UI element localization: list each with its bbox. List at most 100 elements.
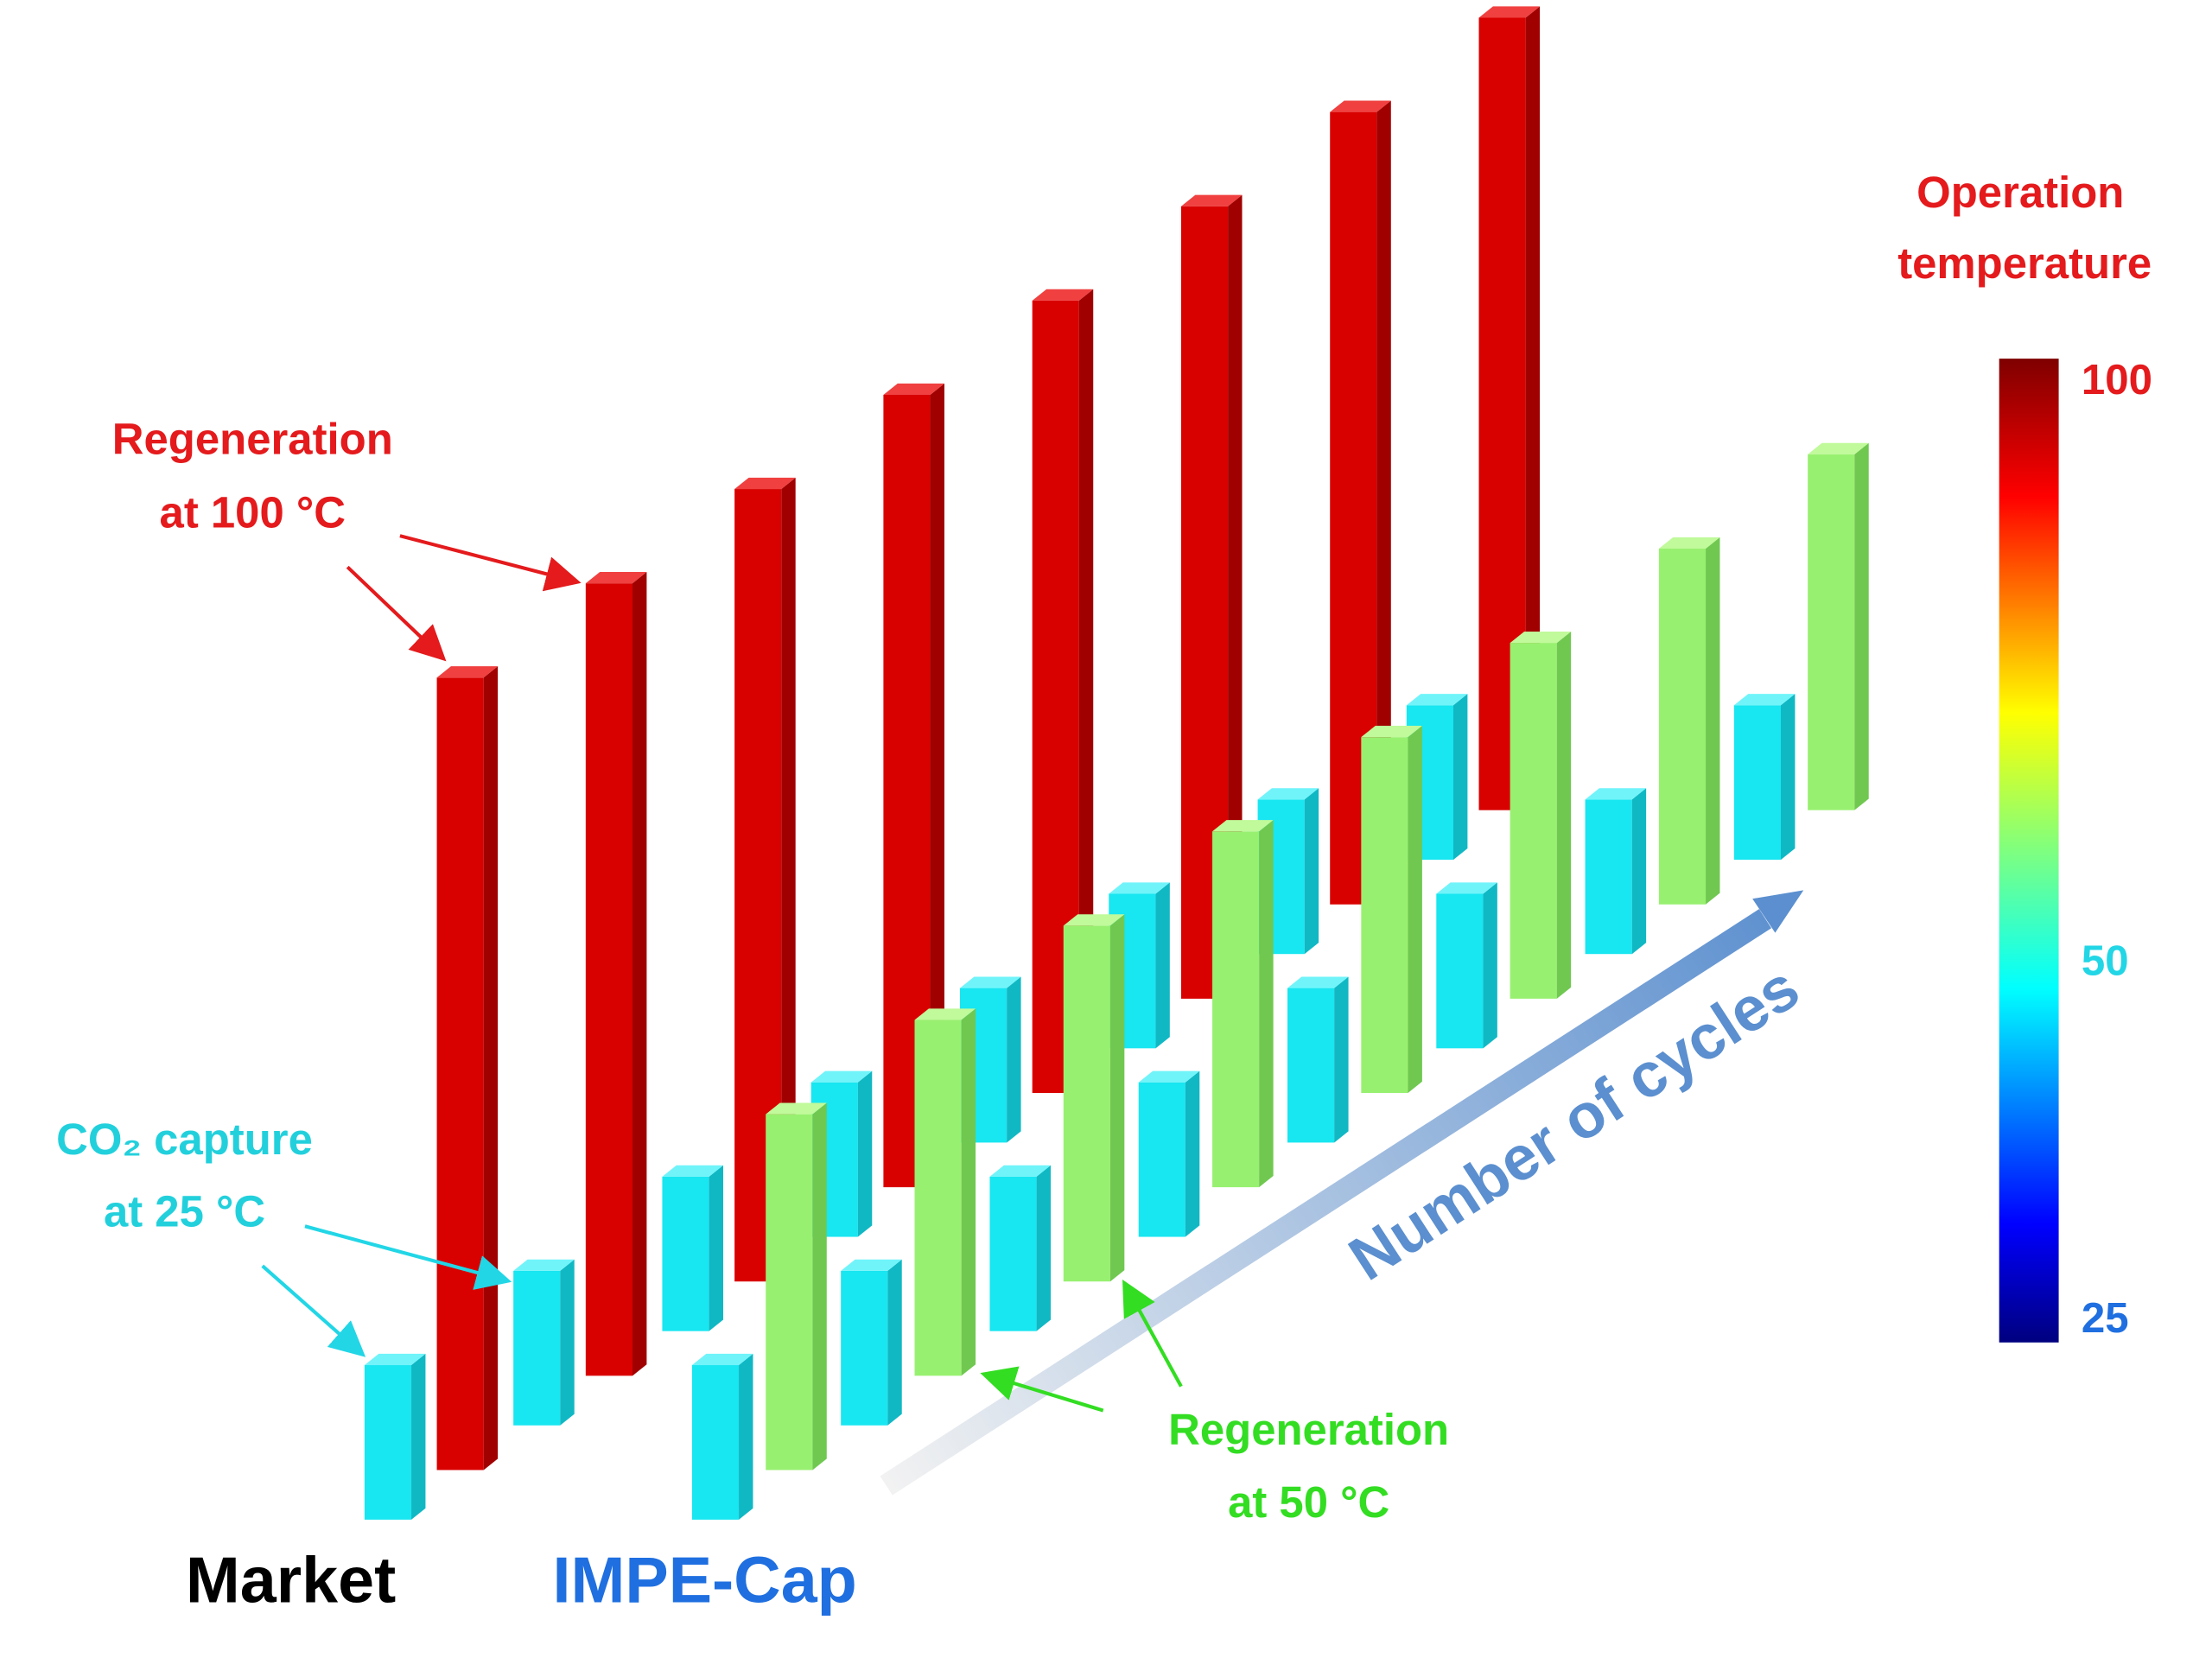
bar-face bbox=[1478, 6, 1541, 18]
bar-face bbox=[1078, 289, 1094, 1094]
bar-face bbox=[560, 1259, 575, 1426]
bar-face bbox=[1436, 893, 1484, 1049]
arrow bbox=[980, 1366, 1104, 1413]
bar-face bbox=[1212, 831, 1260, 1188]
bar-face bbox=[1510, 643, 1557, 999]
bar-face bbox=[1706, 537, 1720, 905]
bar-face bbox=[513, 1270, 561, 1426]
bar-face bbox=[1185, 1070, 1200, 1237]
bar-face bbox=[1138, 1070, 1200, 1083]
bar-face bbox=[914, 1020, 962, 1376]
bar-face bbox=[662, 1176, 709, 1331]
bar-face bbox=[436, 666, 499, 678]
bar-face bbox=[1658, 548, 1707, 905]
bar-face bbox=[1287, 976, 1349, 988]
bar-face bbox=[1063, 925, 1110, 1282]
bar-face bbox=[1334, 976, 1349, 1143]
annotation: Regeneration bbox=[1168, 1405, 1449, 1454]
annotation: CO₂ capture bbox=[56, 1115, 313, 1164]
bar-face bbox=[1733, 705, 1781, 861]
bar-face bbox=[411, 1353, 426, 1520]
bar-face bbox=[1556, 631, 1572, 999]
bar-face bbox=[781, 477, 796, 1282]
bar-face bbox=[1259, 820, 1274, 1188]
arrow bbox=[346, 565, 447, 662]
bar-face bbox=[1304, 788, 1319, 955]
bar-face bbox=[1525, 6, 1541, 810]
bar-face bbox=[1287, 988, 1335, 1143]
bar-face bbox=[739, 1353, 753, 1520]
bar-face bbox=[1376, 100, 1391, 905]
bar-face bbox=[585, 572, 647, 584]
bar-face bbox=[1408, 726, 1422, 1094]
bar-face bbox=[1808, 442, 1869, 454]
bar-face bbox=[1109, 882, 1170, 894]
bar-face bbox=[914, 1008, 976, 1020]
bar-face bbox=[1854, 442, 1869, 810]
bar-face bbox=[364, 1365, 412, 1520]
bar-face bbox=[960, 976, 1021, 988]
bar-face bbox=[691, 1365, 740, 1520]
bar-face bbox=[734, 477, 796, 490]
bar-face bbox=[989, 1165, 1052, 1177]
arrow bbox=[261, 1264, 366, 1357]
bars bbox=[364, 6, 1869, 1520]
bar-face bbox=[1406, 694, 1468, 706]
bar-face bbox=[1036, 1165, 1052, 1331]
bar-face bbox=[810, 1070, 873, 1083]
bar-face bbox=[857, 1070, 873, 1237]
bar-face bbox=[1361, 726, 1422, 738]
bar-face bbox=[1733, 694, 1796, 706]
bar-face bbox=[1228, 194, 1243, 999]
cycles-arrowhead bbox=[1752, 890, 1804, 933]
bar-face bbox=[961, 1008, 976, 1376]
bar-face bbox=[1180, 194, 1243, 206]
bar-face bbox=[1631, 788, 1647, 955]
bar-face bbox=[364, 1353, 426, 1366]
bar-face bbox=[841, 1259, 902, 1271]
bar-face bbox=[766, 1102, 827, 1115]
annotation: Regeneration bbox=[112, 414, 393, 463]
arrow bbox=[399, 534, 582, 592]
bar-face bbox=[930, 383, 944, 1188]
bar-face bbox=[1212, 820, 1274, 832]
bar-face bbox=[1032, 289, 1094, 301]
bar-face bbox=[1155, 882, 1170, 1049]
bar-face bbox=[436, 677, 484, 1471]
annotation: at 100 °C bbox=[160, 488, 346, 537]
bar-face bbox=[662, 1165, 723, 1177]
arrow bbox=[304, 1224, 512, 1290]
colorbar-tick: 100 bbox=[2082, 356, 2152, 403]
bar-face bbox=[1483, 882, 1497, 1049]
bar-face bbox=[1658, 537, 1720, 549]
bar-face bbox=[812, 1102, 827, 1471]
bar-face bbox=[1452, 694, 1468, 861]
group-label: Market bbox=[186, 1543, 396, 1616]
colorbar bbox=[1999, 359, 2059, 1343]
bar-face bbox=[1109, 914, 1125, 1282]
bar-face bbox=[1257, 788, 1319, 800]
bar-face bbox=[841, 1270, 888, 1426]
bar-face bbox=[632, 572, 647, 1376]
annotation: at 25 °C bbox=[104, 1187, 265, 1236]
bar-face bbox=[1510, 631, 1572, 644]
colorbar-tick: 25 bbox=[2082, 1294, 2129, 1342]
bar-face bbox=[1361, 737, 1408, 1094]
bar-face bbox=[691, 1353, 753, 1366]
bar-face bbox=[709, 1165, 723, 1331]
bar-face bbox=[513, 1259, 575, 1271]
colorbar-tick: 50 bbox=[2082, 937, 2129, 985]
group-label: IMPE-Cap bbox=[553, 1543, 857, 1616]
bar-face bbox=[989, 1176, 1037, 1331]
colorbar-title: Operation bbox=[1916, 168, 2124, 217]
bar-face bbox=[883, 383, 944, 395]
bar-face bbox=[766, 1114, 813, 1471]
bar-face bbox=[1585, 799, 1632, 955]
bar-face bbox=[1063, 914, 1125, 926]
bar-face bbox=[1780, 694, 1796, 861]
bar-face bbox=[1808, 454, 1855, 810]
bar-face bbox=[1138, 1082, 1185, 1237]
bar-face bbox=[887, 1259, 902, 1426]
arrow bbox=[1122, 1279, 1183, 1388]
